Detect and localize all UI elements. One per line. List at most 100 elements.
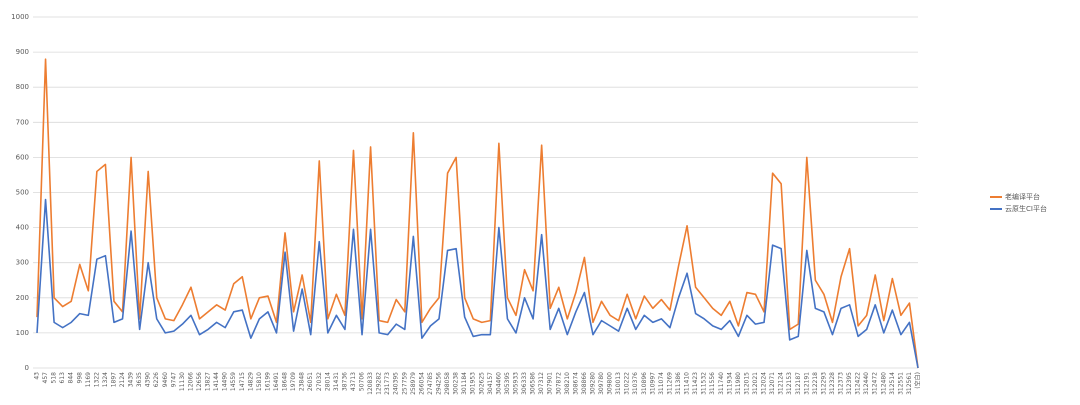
x-tick-label: 310896	[641, 372, 648, 395]
x-tick-label: 312024	[761, 372, 768, 395]
x-tick-label: 1324	[102, 372, 109, 387]
x-tick-label: (空白)	[914, 372, 922, 389]
x-tick-label: 312021	[752, 372, 759, 395]
x-tick-label: 27032	[316, 372, 323, 391]
x-tick-label: 311556	[709, 372, 716, 395]
x-tick-label: 26051	[307, 372, 314, 391]
x-tick-label: 311740	[718, 372, 725, 395]
x-tick-label: 14559	[230, 372, 237, 391]
y-tick-label: 0	[25, 364, 29, 372]
x-tick-label: 266054	[418, 372, 425, 395]
x-tick-label: 311423	[692, 372, 699, 395]
y-tick-label: 300	[16, 259, 29, 267]
x-tick-label: 11130	[179, 372, 186, 391]
x-tick-label: 300238	[453, 372, 460, 395]
x-tick-label: 308210	[564, 372, 571, 395]
x-tick-label: 23848	[299, 372, 306, 391]
x-tick-label: 304157	[487, 372, 494, 395]
x-tick-label: 304460	[495, 372, 502, 395]
x-tick-label: 257759	[401, 372, 408, 395]
x-tick-label: 301184	[461, 372, 468, 395]
x-tick-label: 307872	[555, 372, 562, 395]
x-tick-label: 308674	[572, 372, 579, 395]
x-tick-label: 31431	[333, 372, 340, 391]
x-tick-label: 231773	[384, 372, 391, 395]
x-tick-label: 240395	[393, 372, 400, 395]
x-tick-label: 306333	[521, 372, 528, 395]
legend-label: 云原生CI平台	[1005, 204, 1047, 213]
x-tick-label: 312480	[880, 372, 887, 395]
y-tick-label: 900	[16, 48, 29, 56]
x-tick-label: 6226	[153, 372, 160, 387]
legend-label: 老编译平台	[1005, 192, 1040, 201]
x-tick-label: 312328	[829, 372, 836, 395]
x-tick-label: 274785	[427, 372, 434, 395]
x-tick-label: 309280	[589, 372, 596, 395]
x-tick-label: 311934	[726, 372, 733, 395]
y-tick-label: 100	[16, 329, 29, 337]
x-tick-label: 309780	[598, 372, 605, 395]
x-tick-label: 12656	[196, 372, 203, 391]
x-tick-label: 302625	[478, 372, 485, 395]
x-tick-label: 1322	[93, 372, 100, 387]
x-tick-label: 457	[42, 372, 49, 384]
x-tick-label: 312373	[838, 372, 845, 395]
x-tick-label: 310013	[615, 372, 622, 395]
x-tick-label: 14490	[222, 372, 229, 391]
y-tick-label: 500	[16, 189, 29, 197]
x-tick-label: 294256	[436, 372, 443, 395]
x-tick-label: 312472	[872, 372, 879, 395]
y-tick-label: 1000	[11, 13, 29, 21]
x-tick-label: 38736	[341, 372, 348, 391]
x-tick-label: 311410	[684, 372, 691, 395]
x-tick-label: 311074	[658, 372, 665, 395]
x-tick-label: 312187	[795, 372, 802, 395]
x-tick-label: 19709	[290, 372, 297, 391]
x-tick-label: 312071	[769, 372, 776, 395]
y-tick-label: 200	[16, 294, 29, 302]
x-tick-label: 43	[34, 372, 41, 380]
x-tick-label: 28014	[324, 372, 331, 391]
x-tick-label: 43713	[350, 372, 357, 391]
x-tick-label: 18648	[282, 372, 289, 391]
x-tick-label: 258979	[410, 372, 417, 395]
x-tick-label: 16491	[273, 372, 280, 391]
x-tick-label: 311269	[666, 372, 673, 395]
x-tick-label: 310376	[632, 372, 639, 395]
x-tick-label: 2124	[119, 372, 126, 387]
x-tick-label: 1169	[85, 372, 92, 387]
x-tick-label: 312218	[812, 372, 819, 395]
x-tick-label: 518	[51, 372, 58, 384]
x-tick-label: 129282	[376, 372, 383, 395]
x-tick-label: 298058	[444, 372, 451, 395]
x-tick-label: 312514	[889, 372, 896, 395]
x-tick-label: 311532	[701, 372, 708, 395]
series-line	[36, 198, 919, 369]
x-tick-label: 310222	[624, 372, 631, 395]
y-tick-label: 800	[16, 83, 29, 91]
x-tick-label: 312293	[820, 372, 827, 395]
x-tick-label: 312153	[786, 372, 793, 395]
x-tick-label: 307312	[538, 372, 545, 395]
x-tick-label: 14144	[213, 372, 220, 391]
x-tick-label: 312124	[778, 372, 785, 395]
x-tick-label: 311980	[735, 372, 742, 395]
x-tick-label: 301953	[470, 372, 477, 395]
x-tick-label: 312422	[855, 372, 862, 395]
x-tick-label: 50706	[359, 372, 366, 391]
x-tick-label: 312440	[863, 372, 870, 395]
x-tick-label: 4390	[145, 372, 152, 387]
x-tick-label: 305933	[512, 372, 519, 395]
x-tick-label: 16199	[264, 372, 271, 391]
x-tick-label: 312191	[803, 372, 810, 395]
x-tick-label: 309800	[607, 372, 614, 395]
x-tick-label: 14715	[239, 372, 246, 391]
x-tick-label: 14829	[247, 372, 254, 391]
x-tick-label: 307901	[547, 372, 554, 395]
x-tick-label: 613	[59, 372, 66, 384]
x-tick-label: 9747	[170, 372, 177, 387]
y-tick-label: 700	[16, 118, 29, 126]
x-tick-label: 308866	[581, 372, 588, 395]
y-tick-label: 600	[16, 153, 29, 161]
